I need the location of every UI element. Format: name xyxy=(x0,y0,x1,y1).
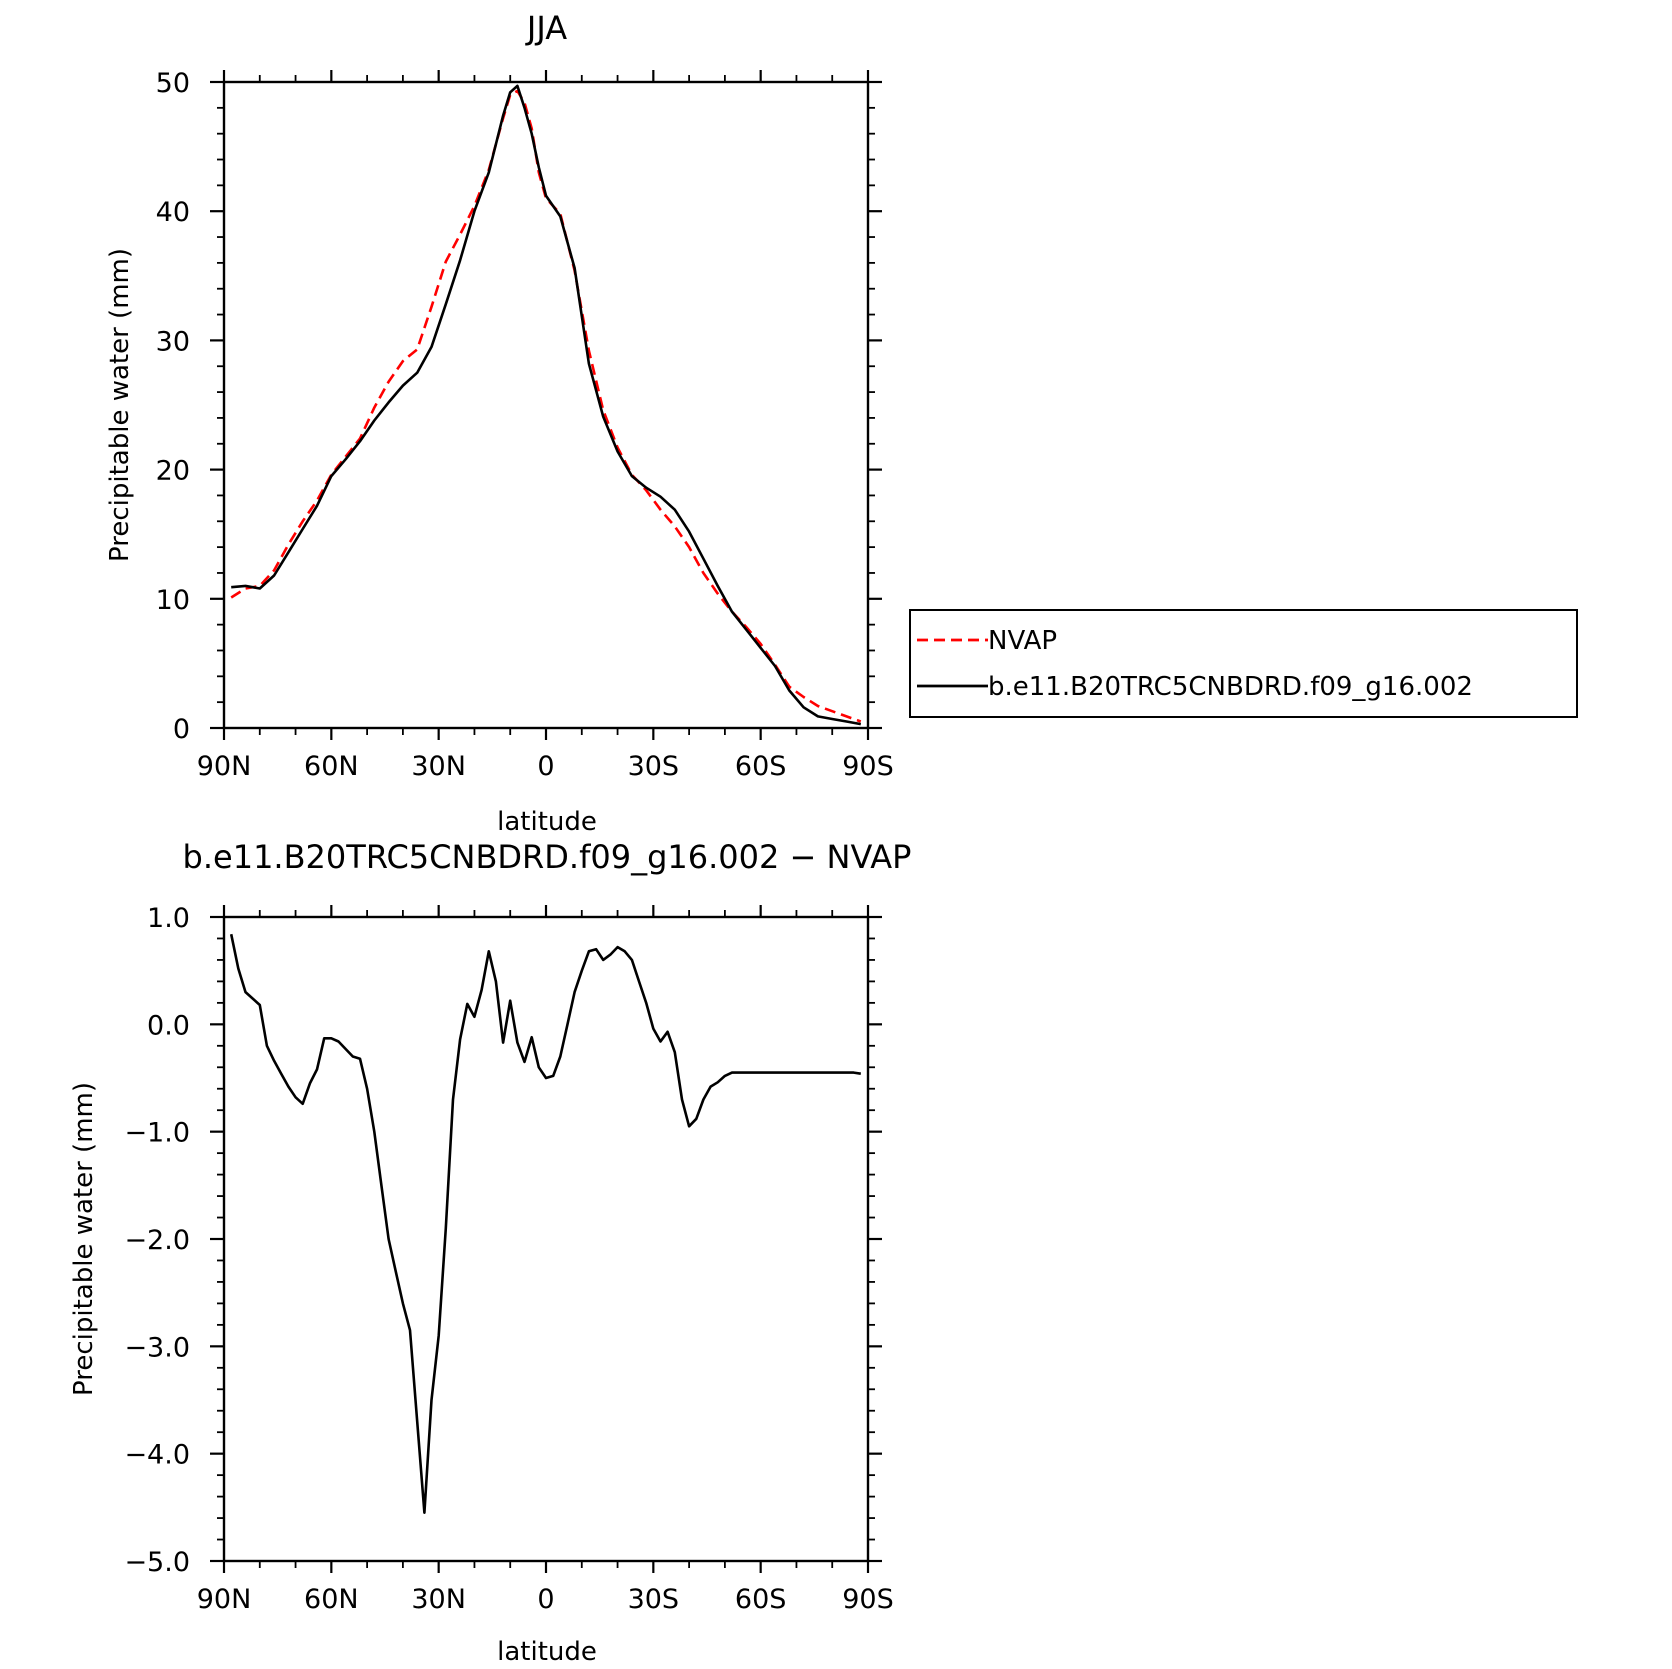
top-chart-title: JJA xyxy=(525,9,567,47)
top-x-tick-label: 30S xyxy=(628,751,680,782)
top-y-tick-label: 20 xyxy=(156,456,190,487)
bottom-y-axis-label: Precipitable water (mm) xyxy=(69,1082,99,1396)
legend: NVAP b.e11.B20TRC5CNBDRD.f09_g16.002 xyxy=(909,609,1578,718)
top-x-axis-label: latitude xyxy=(497,807,597,837)
bottom-series-group xyxy=(229,933,861,1514)
bottom-x-tick-label: 90S xyxy=(842,1584,894,1615)
bottom-x-tick-label: 30N xyxy=(411,1584,466,1615)
top-y-tick-label: 10 xyxy=(156,585,190,616)
bottom-panel: b.e11.B20TRC5CNBDRD.f09_g16.002 − NVAP 9… xyxy=(69,838,911,1667)
top-x-tick-label: 90S xyxy=(842,751,894,782)
bottom-plot-frame xyxy=(222,915,870,1563)
bottom-y-tick-label: 1.0 xyxy=(147,903,190,934)
top-axis-ticks: 90N 60N 30N 0 30S 60S 90S 0 10 20 30 40 50 xyxy=(156,68,894,782)
top-series-group xyxy=(230,84,862,726)
top-x-tick-label: 0 xyxy=(537,751,554,782)
bottom-x-tick-label: 30S xyxy=(628,1584,680,1615)
bottom-y-tick-label: −5.0 xyxy=(124,1547,190,1578)
top-x-tick-label: 90N xyxy=(197,751,252,782)
bottom-x-tick-label: 0 xyxy=(537,1584,554,1615)
top-y-axis-label: Precipitable water (mm) xyxy=(105,248,135,562)
top-y-tick-label: 0 xyxy=(173,714,190,745)
bottom-x-tick-label: 60N xyxy=(304,1584,359,1615)
bottom-y-tick-label: −4.0 xyxy=(124,1440,190,1471)
bottom-x-tick-label: 60S xyxy=(735,1584,787,1615)
top-plot-frame xyxy=(222,80,870,730)
legend-box xyxy=(909,609,1578,718)
top-x-tick-label: 60N xyxy=(304,751,359,782)
top-y-tick-label: 40 xyxy=(156,197,190,228)
legend-label-nvap: NVAP xyxy=(988,626,1057,656)
bottom-x-tick-label: 90N xyxy=(197,1584,252,1615)
top-x-tick-label: 60S xyxy=(735,751,787,782)
top-y-tick-label: 50 xyxy=(156,68,190,99)
bottom-x-axis-label: latitude xyxy=(497,1637,597,1667)
top-y-tick-label: 30 xyxy=(156,326,190,357)
bottom-y-tick-label: −1.0 xyxy=(124,1118,190,1149)
top-panel: JJA 90N 60N 30N 0 30S 60S 90S 0 10 20 30 40 50 latit… xyxy=(105,9,894,837)
bottom-chart-title: b.e11.B20TRC5CNBDRD.f09_g16.002 − NVAP xyxy=(183,838,912,876)
bottom-axis-ticks: 90N 60N 30N 0 30S 60S 90S 1.0 0.0 −1.0 −2.0 −3.0 −4.… xyxy=(124,903,893,1615)
top-x-tick-label: 30N xyxy=(411,751,466,782)
top-series-line-nvap xyxy=(230,89,862,723)
bottom-y-tick-label: −2.0 xyxy=(124,1225,190,1256)
legend-label-model: b.e11.B20TRC5CNBDRD.f09_g16.002 xyxy=(988,672,1473,702)
top-series-line-model xyxy=(231,84,862,726)
bottom-series-line-difference xyxy=(229,933,861,1514)
bottom-y-tick-label: −3.0 xyxy=(124,1332,190,1363)
bottom-y-tick-label: 0.0 xyxy=(147,1010,190,1041)
